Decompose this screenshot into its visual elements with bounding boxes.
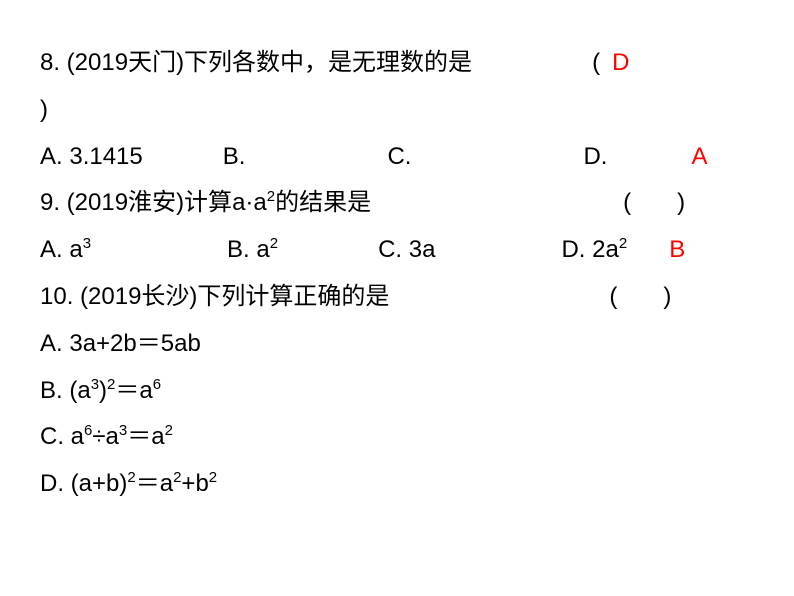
q9-optA-sup: 3 [83, 235, 91, 252]
q9-expr-exp: 2 [267, 188, 275, 205]
q8-close-paren: ) [40, 96, 48, 123]
q9-options: A. a3B. a2C. 3aD. 2a2B [40, 227, 754, 274]
q10-optC-p3: ＝a [127, 423, 164, 450]
q10-optB-line: B. (a3)2＝a6 [40, 368, 754, 415]
q10-optB-s1: 3 [91, 376, 99, 393]
q10-optD-s1: 2 [127, 469, 135, 486]
q9-optA-pre: A. a [40, 236, 83, 263]
q9-optC: C. 3a [378, 236, 435, 263]
q10-optD-s3: 2 [209, 469, 217, 486]
q9-close-paren: ) [677, 189, 685, 216]
q10-optC-line: C. a6÷a3＝a2 [40, 414, 754, 461]
q10-optD-p3: +b [181, 470, 208, 497]
q10-close-paren: ) [663, 283, 671, 310]
q9-optD-pre: D. 2a [561, 236, 618, 263]
q8-answer: D [612, 49, 629, 76]
q9-optB-pre: B. a [227, 236, 270, 263]
q10-optC-p2: ÷a [92, 423, 119, 450]
q8-optD: D. [583, 143, 607, 170]
q8-text: 8. (2019天门)下列各数中，是无理数的是 [40, 49, 472, 76]
q9-optB-sup: 2 [270, 235, 278, 252]
q10-optA: A. 3a+2b＝5ab [40, 330, 201, 357]
q10-optC-p1: C. a [40, 423, 84, 450]
q10-answer: B [669, 236, 685, 263]
q10-text: 10. (2019长沙)下列计算正确的是 [40, 283, 389, 310]
q10-optD-line: D. (a+b)2＝a2+b2 [40, 461, 754, 508]
q9-text-after: 的结果是 [275, 189, 371, 216]
q9-text-before: 9. (2019淮安)计算 [40, 189, 232, 216]
q9-optD-sup: 2 [619, 235, 627, 252]
q10-optD-p2: ＝a [136, 470, 173, 497]
q8-open-paren: ( [592, 49, 600, 76]
q10-optB-s3: 6 [153, 376, 161, 393]
q8-optA: A. 3.1415 [40, 143, 143, 170]
q9-line: 9. (2019淮安)计算a·a2的结果是 () [40, 180, 754, 227]
q9-answer: A [691, 143, 707, 170]
q10-open-paren: ( [609, 283, 617, 310]
q10-optD-p1: D. (a+b) [40, 470, 127, 497]
q8-optB: B. [223, 143, 246, 170]
q8-options: A. 3.1415 B. C. D. A [40, 134, 754, 181]
q9-expr-a: a·a [232, 189, 267, 216]
q8-line2: ) [40, 87, 754, 134]
q10-line: 10. (2019长沙)下列计算正确的是 () [40, 274, 754, 321]
q10-optC-s3: 2 [165, 422, 173, 439]
q10-optB-p1: B. (a [40, 377, 91, 404]
q10-optB-p3: ＝a [115, 377, 152, 404]
q8-optC: C. [387, 143, 411, 170]
q10-optB-p2: ) [99, 377, 107, 404]
q10-optC-s2: 3 [119, 422, 127, 439]
q10-optA-line: A. 3a+2b＝5ab [40, 321, 754, 368]
q9-open-paren: ( [623, 189, 631, 216]
q8-line1: 8. (2019天门)下列各数中，是无理数的是 ( D [40, 40, 754, 87]
